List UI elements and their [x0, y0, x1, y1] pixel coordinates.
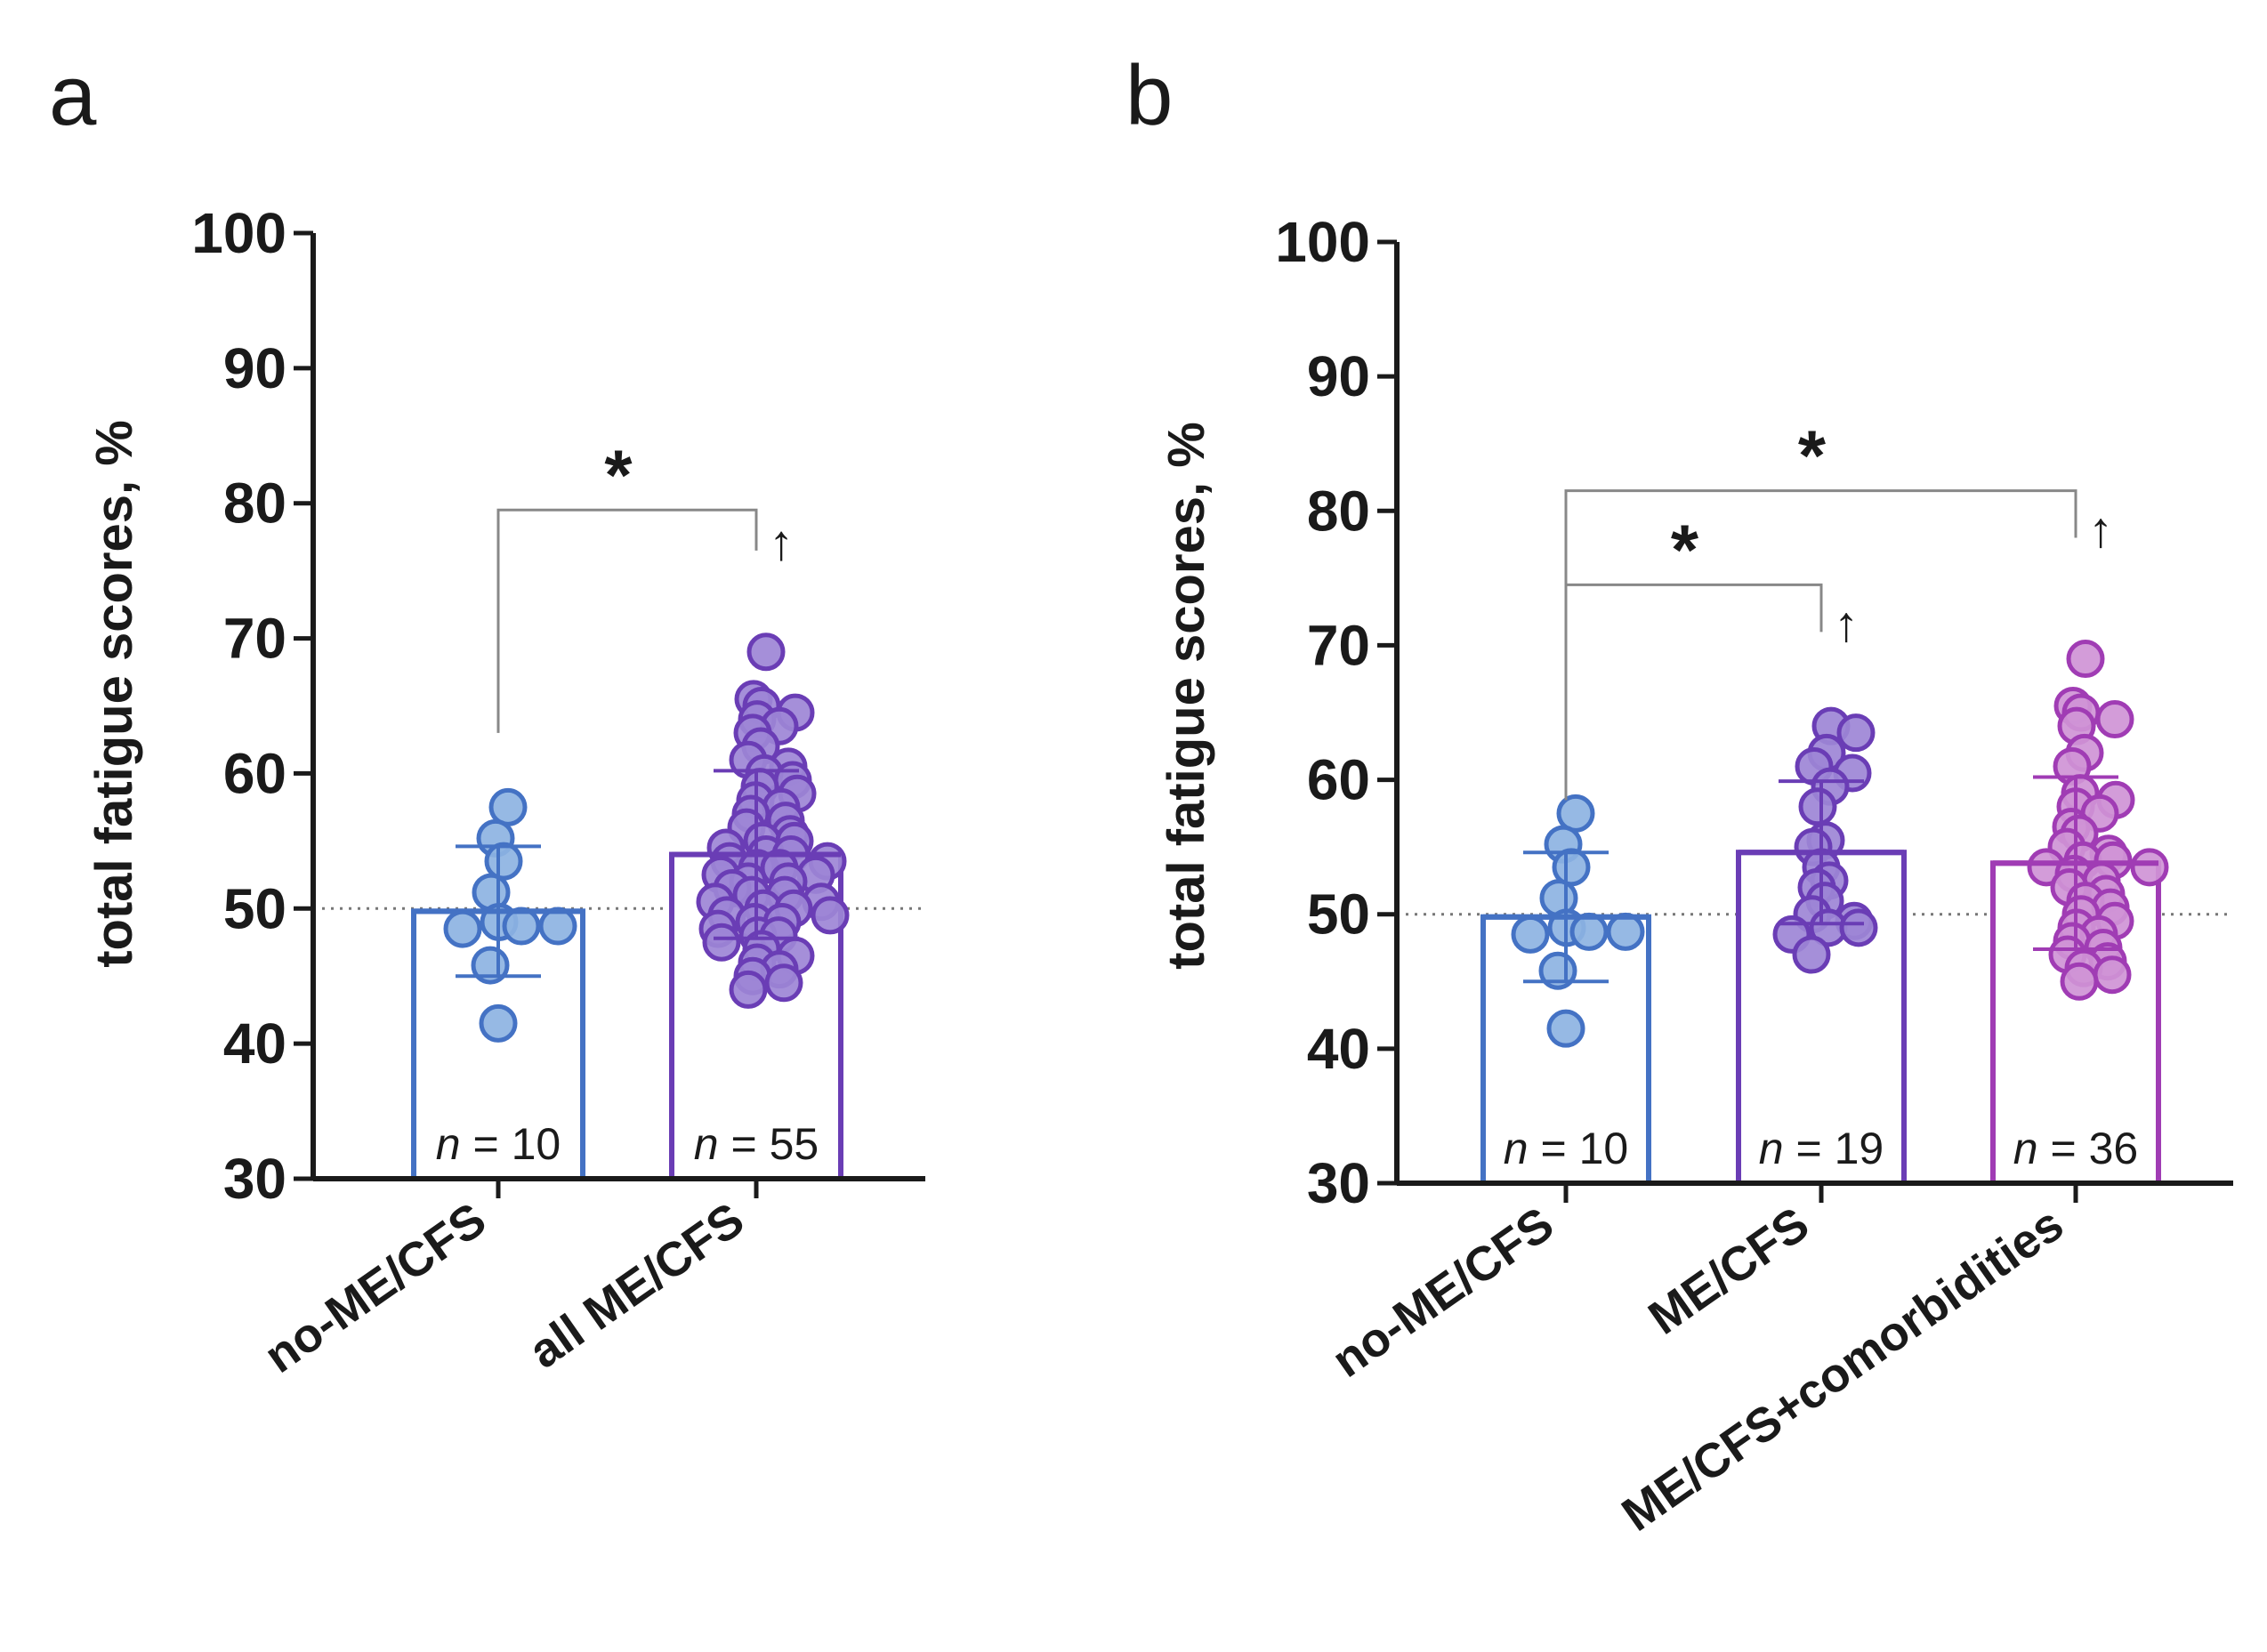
panel-a-y-tick-label: 60	[223, 741, 286, 805]
panel-a-point	[746, 633, 786, 672]
panel-b-y-tick-label: 40	[1307, 1017, 1370, 1081]
panel-a-point	[488, 787, 528, 826]
panel-a-y-tick-label: 100	[191, 201, 286, 265]
n-label-italic: n	[436, 1119, 461, 1169]
panel-b-point	[1839, 908, 1878, 947]
panel-b-y-tick-label: 30	[1307, 1151, 1370, 1215]
panel-b-point	[1511, 915, 1550, 954]
n-label-value: = 10	[461, 1119, 561, 1169]
n-label-value: = 19	[1784, 1124, 1884, 1173]
panel-label-a: a	[49, 48, 97, 143]
n-label-italic: n	[2013, 1124, 2038, 1173]
panel-b-point	[1606, 912, 1645, 951]
panel-a-point	[502, 907, 541, 946]
panel-a-y-tick-label: 30	[223, 1147, 286, 1211]
panel-a-y-tick-label: 90	[223, 336, 286, 400]
panel-a-point	[764, 963, 803, 1003]
panel-a-n-label-1: n = 55	[694, 1119, 819, 1169]
panel-label-b: b	[1125, 48, 1173, 143]
panel-b-point	[1798, 787, 1837, 826]
panel-a-point	[729, 970, 768, 1009]
panel-a-n-label-0: n = 10	[436, 1119, 561, 1169]
panel-a-point	[484, 842, 523, 881]
panel-b-y-tick-label: 60	[1307, 748, 1370, 812]
panel-a-y-tick-label: 80	[223, 471, 286, 536]
panel-b-y-tick-label: 70	[1307, 613, 1370, 677]
panel-b-n-label-0: n = 10	[1504, 1124, 1628, 1173]
n-label-italic: n	[1504, 1124, 1529, 1173]
panel-b-point	[1792, 935, 1831, 974]
panel-a-sig-bracket-0	[496, 508, 758, 733]
n-label-value: = 36	[2038, 1124, 2139, 1173]
panel-b-y-tick-label: 80	[1307, 479, 1370, 543]
panel-b-y-tick-label: 100	[1275, 210, 1370, 274]
panel-b-point	[1569, 912, 1609, 951]
panel-b-y-tick-label: 50	[1307, 882, 1370, 947]
panel-b-sig-bracket-1	[1564, 583, 1823, 801]
panel-a-point	[702, 923, 741, 962]
panel-a-y-tick-label: 50	[223, 876, 286, 940]
panel-b-point	[2060, 962, 2099, 1001]
panel-a-sig-arrow-0: ↑	[769, 514, 794, 570]
panel-b-y-axis-title: total fatigue scores, %	[1158, 422, 1215, 970]
panel-b-point	[2095, 700, 2134, 739]
panel-a-point	[811, 896, 850, 935]
n-label-value: = 10	[1529, 1124, 1629, 1173]
panel-b-sig-star-1: *	[1671, 510, 1699, 589]
panel-b-point	[2130, 848, 2169, 887]
panel-a-y-tick-label: 70	[223, 607, 286, 671]
panel-b-point	[2093, 955, 2132, 995]
panel-b-n-label-1: n = 19	[1759, 1124, 1884, 1173]
panel-a-y-axis-title: total fatigue scores, %	[85, 420, 143, 968]
panel-a-y-tick-label: 40	[223, 1011, 286, 1076]
panel-b-sig-arrow-0: ↑	[2088, 502, 2113, 558]
panel-b-point	[2066, 640, 2105, 679]
panel-b-n-label-2: n = 36	[2013, 1124, 2138, 1173]
panel-b-point	[1546, 1009, 1585, 1048]
panel-a-point	[479, 1003, 518, 1043]
n-label-italic: n	[694, 1119, 719, 1169]
n-label-value: = 55	[719, 1119, 819, 1169]
panel-b-point	[1836, 713, 1876, 753]
panel-a-point	[538, 907, 577, 946]
panel-a-point	[443, 909, 482, 948]
panel-b-sig-arrow-1: ↑	[1834, 595, 1859, 651]
panel-b-sig-star-0: *	[1798, 416, 1827, 496]
panel-a-sig-star-0: *	[604, 435, 633, 514]
n-label-italic: n	[1759, 1124, 1784, 1173]
panel-b-y-tick-label: 90	[1307, 344, 1370, 408]
